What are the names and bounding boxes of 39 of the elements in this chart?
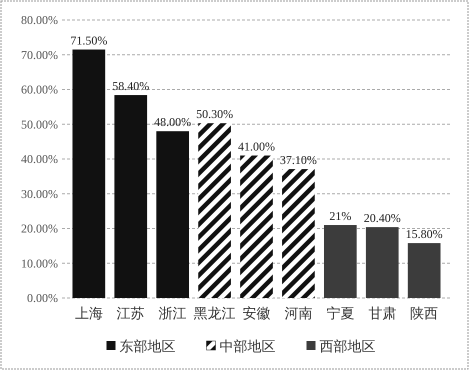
x-tick-label: 黑龙江 [194,306,236,322]
data-label: 48.00% [154,115,192,130]
x-tick-label: 河南 [284,306,312,322]
x-tick-label: 江苏 [116,306,145,322]
y-tick-label: 70.00% [21,48,58,62]
data-label: 15.80% [406,227,443,242]
data-label: 58.40% [112,79,150,94]
bar [156,131,190,298]
x-tick-label: 宁夏 [326,306,354,322]
x-tick-label: 陕西 [410,306,438,322]
bar [366,227,399,298]
y-tick-label: 30.00% [21,186,58,201]
data-label: 20.40% [364,211,401,226]
data-label: 37.10% [280,153,317,168]
bar [198,123,231,298]
data-label: 71.50% [70,34,108,48]
bar [282,169,315,298]
data-label: 41.00% [238,140,275,154]
y-tick-label: 80.00% [21,13,58,28]
x-tick-label: 安徽 [242,306,270,322]
legend-label: 东部地区 [120,338,176,355]
bar [408,243,441,298]
bar [240,156,273,298]
y-tick-label: 10.00% [21,256,58,270]
y-tick-label: 60.00% [21,82,58,97]
y-tick-label: 0.00% [27,291,58,306]
x-tick-label: 甘肃 [368,306,396,322]
data-label: 21% [329,209,352,224]
x-tick-label: 上海 [74,306,103,322]
y-tick-label: 40.00% [21,152,58,166]
x-tick-label: 浙江 [158,306,187,322]
y-tick-label: 50.00% [21,117,58,132]
legend-label: 西部地区 [320,338,376,355]
bar [72,50,106,298]
bar [324,225,357,298]
data-label: 50.30% [196,107,234,122]
legend-label: 中部地区 [220,338,276,355]
y-tick-label: 20.00% [21,222,58,236]
bar [114,95,148,298]
